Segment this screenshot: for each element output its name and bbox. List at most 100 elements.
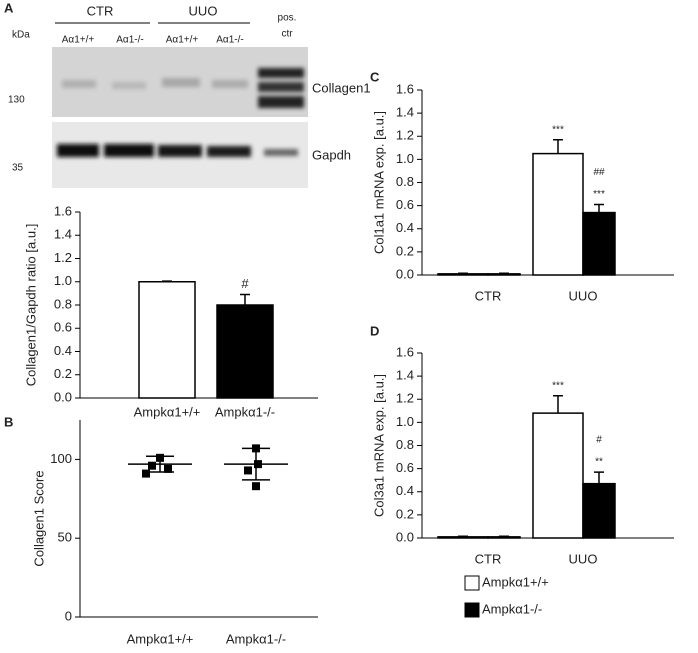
legend-label: Ampkα1+/+ [482,574,549,589]
y-axis-label: Col1a1 mRNA exp. [a.u.] [371,111,386,254]
bar [138,281,196,399]
y-tick-label: 1.4 [396,105,414,120]
data-point [142,469,150,478]
y-tick-label: 1.6 [54,203,72,218]
error-bar [458,535,468,538]
lane-label: Aα1-/- [216,35,243,46]
blot-bands [57,144,298,157]
significance: *** [552,380,564,391]
marker-label: 35 [12,163,24,174]
y-tick-label: 1.2 [396,128,414,143]
y-tick-label: 0.2 [396,243,414,258]
sem-bar [146,455,174,473]
x-tick-label: Ampkα1-/- [226,631,286,646]
bar [437,536,489,539]
significance: *** [593,189,605,200]
y-tick-label: 0 [65,608,72,623]
data-point [244,466,252,475]
significance: *** [552,124,564,135]
lane-label: Aα1+/+ [166,35,199,46]
error-bar [594,471,604,484]
y-tick-label: 1.0 [54,273,72,288]
panel-label: A [4,0,14,15]
y-tick-label: 0.0 [396,529,414,544]
y-tick-label: 1.2 [396,391,414,406]
legend-swatch [464,575,480,591]
x-tick-label: Ampkα1+/+ [127,631,194,646]
y-tick-label: 1.0 [396,414,414,429]
protein-label: Gapdh [312,147,351,162]
y-tick-label: 0.8 [54,296,72,311]
x-tick-label: Ampkα1-/- [215,404,275,419]
significance: # [241,276,249,291]
bar [532,152,584,276]
y-tick-label: 0.8 [396,437,414,452]
y-tick-label: 0.6 [54,320,72,335]
y-tick-label: 1.0 [396,151,414,166]
bar [582,482,616,539]
blot-bands [62,68,304,108]
marker-label: 130 [8,95,25,106]
lane-label: Aα1-/- [116,35,143,46]
y-tick-label: 1.6 [396,81,414,96]
bar [216,304,274,399]
x-tick-label: UUO [569,288,598,303]
data-point [164,464,172,473]
panel-label: D [370,323,379,338]
x-tick-label: UUO [569,551,598,566]
y-axis-label: Col3a1 mRNA exp. [a.u.] [371,374,386,517]
error-bar [240,293,250,305]
y-tick-label: 1.6 [396,344,414,359]
lane-label: Aα1+/+ [62,35,95,46]
error-bar [499,272,509,275]
y-tick-label: 0.6 [396,460,414,475]
legend-label: Ampkα1-/- [482,601,542,616]
bar [437,273,489,276]
y-tick-label: 1.4 [54,227,72,242]
data-point [252,482,260,491]
x-tick-label: Ampkα1+/+ [134,404,201,419]
data-point [148,461,156,470]
bar [582,211,616,276]
significance: ** [595,457,603,468]
y-tick-label: 1.2 [54,250,72,265]
bar [487,273,521,276]
y-tick-label: 0.4 [54,343,72,358]
y-tick-label: 100 [50,451,72,466]
bar [532,412,584,539]
y-tick-label: 0.0 [54,389,72,404]
y-axis-label: Collagen1 Score [31,470,46,566]
bar [487,536,521,539]
significance: ## [593,167,605,178]
y-tick-label: 0.8 [396,174,414,189]
y-tick-label: 0.0 [396,266,414,281]
y-tick-label: 0.4 [396,220,414,235]
error-bar [162,280,172,282]
y-tick-label: 0.2 [396,506,414,521]
sem-bar [242,447,270,481]
x-tick-label: CTR [475,551,502,566]
error-bar [594,203,604,213]
x-tick-label: CTR [475,288,502,303]
error-bar [553,395,563,414]
group-label: CTR [87,3,114,18]
y-tick-label: 0.2 [54,366,72,381]
y-tick-label: 50 [58,530,72,545]
y-tick-label: 0.4 [396,483,414,498]
y-tick-label: 1.4 [396,368,414,383]
pos-ctr-label: pos. [278,13,297,24]
significance: # [596,435,602,446]
protein-label: Collagen1 [312,80,371,95]
error-bar [458,272,468,275]
error-bar [499,535,509,538]
group-label: UUO [189,3,218,18]
unit: kDa [12,30,30,41]
error-bar [553,138,563,154]
pos-ctr-label: ctr [281,29,293,40]
panel-label: B [4,414,13,429]
panel-label: C [370,69,380,84]
y-axis-label: Collagen1/Gapdh ratio [a.u.] [23,224,38,387]
y-tick-label: 0.6 [396,197,414,212]
legend-swatch [464,602,480,618]
